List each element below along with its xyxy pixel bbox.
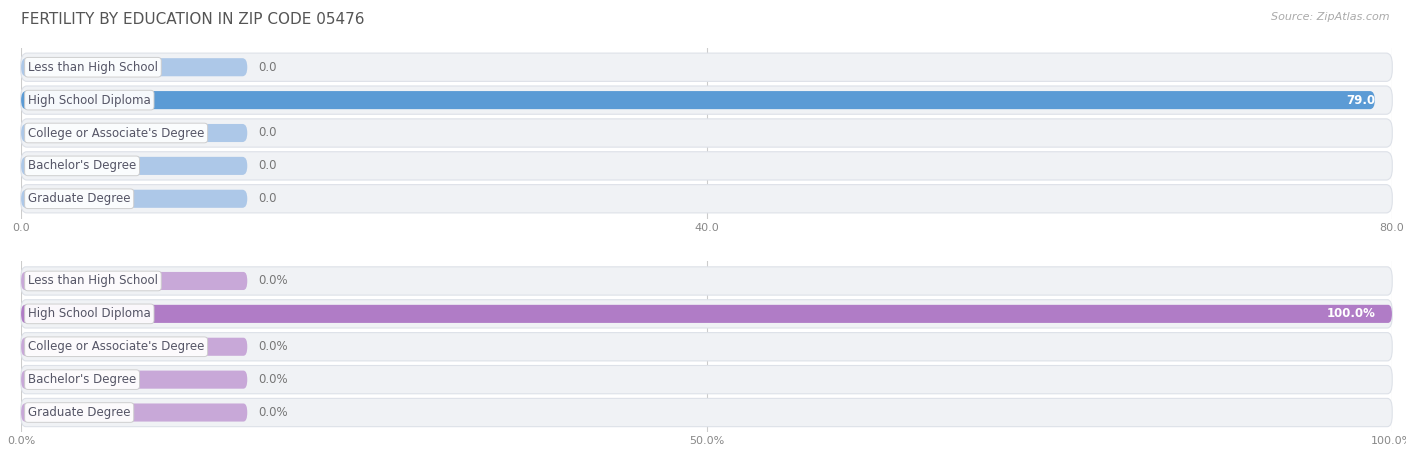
- Text: College or Associate's Degree: College or Associate's Degree: [28, 126, 204, 140]
- Text: 0.0: 0.0: [259, 126, 277, 140]
- Text: College or Associate's Degree: College or Associate's Degree: [28, 340, 204, 353]
- Text: Bachelor's Degree: Bachelor's Degree: [28, 373, 136, 386]
- FancyBboxPatch shape: [21, 119, 1392, 147]
- Text: 0.0: 0.0: [259, 192, 277, 205]
- FancyBboxPatch shape: [21, 91, 1375, 109]
- Text: 100.0%: 100.0%: [1327, 307, 1375, 320]
- FancyBboxPatch shape: [21, 332, 1392, 361]
- FancyBboxPatch shape: [21, 58, 247, 76]
- FancyBboxPatch shape: [21, 190, 247, 208]
- FancyBboxPatch shape: [21, 300, 1392, 328]
- FancyBboxPatch shape: [21, 338, 247, 356]
- Text: 0.0: 0.0: [259, 160, 277, 172]
- Text: High School Diploma: High School Diploma: [28, 94, 150, 106]
- Text: Graduate Degree: Graduate Degree: [28, 192, 131, 205]
- FancyBboxPatch shape: [21, 305, 1392, 323]
- Text: 0.0: 0.0: [259, 61, 277, 74]
- FancyBboxPatch shape: [21, 403, 247, 422]
- FancyBboxPatch shape: [21, 124, 247, 142]
- FancyBboxPatch shape: [21, 86, 1392, 114]
- Text: FERTILITY BY EDUCATION IN ZIP CODE 05476: FERTILITY BY EDUCATION IN ZIP CODE 05476: [21, 12, 364, 27]
- FancyBboxPatch shape: [21, 370, 247, 389]
- Text: Bachelor's Degree: Bachelor's Degree: [28, 160, 136, 172]
- FancyBboxPatch shape: [21, 53, 1392, 81]
- FancyBboxPatch shape: [21, 272, 247, 290]
- FancyBboxPatch shape: [21, 399, 1392, 427]
- Text: Source: ZipAtlas.com: Source: ZipAtlas.com: [1271, 12, 1389, 22]
- FancyBboxPatch shape: [21, 157, 247, 175]
- Text: Less than High School: Less than High School: [28, 61, 157, 74]
- Text: 0.0%: 0.0%: [259, 406, 288, 419]
- FancyBboxPatch shape: [21, 185, 1392, 213]
- FancyBboxPatch shape: [21, 365, 1392, 394]
- FancyBboxPatch shape: [21, 267, 1392, 295]
- Text: High School Diploma: High School Diploma: [28, 307, 150, 320]
- Text: Less than High School: Less than High School: [28, 275, 157, 287]
- Text: 0.0%: 0.0%: [259, 275, 288, 287]
- Text: 0.0%: 0.0%: [259, 340, 288, 353]
- Text: 0.0%: 0.0%: [259, 373, 288, 386]
- Text: 79.0: 79.0: [1347, 94, 1375, 106]
- FancyBboxPatch shape: [21, 152, 1392, 180]
- Text: Graduate Degree: Graduate Degree: [28, 406, 131, 419]
